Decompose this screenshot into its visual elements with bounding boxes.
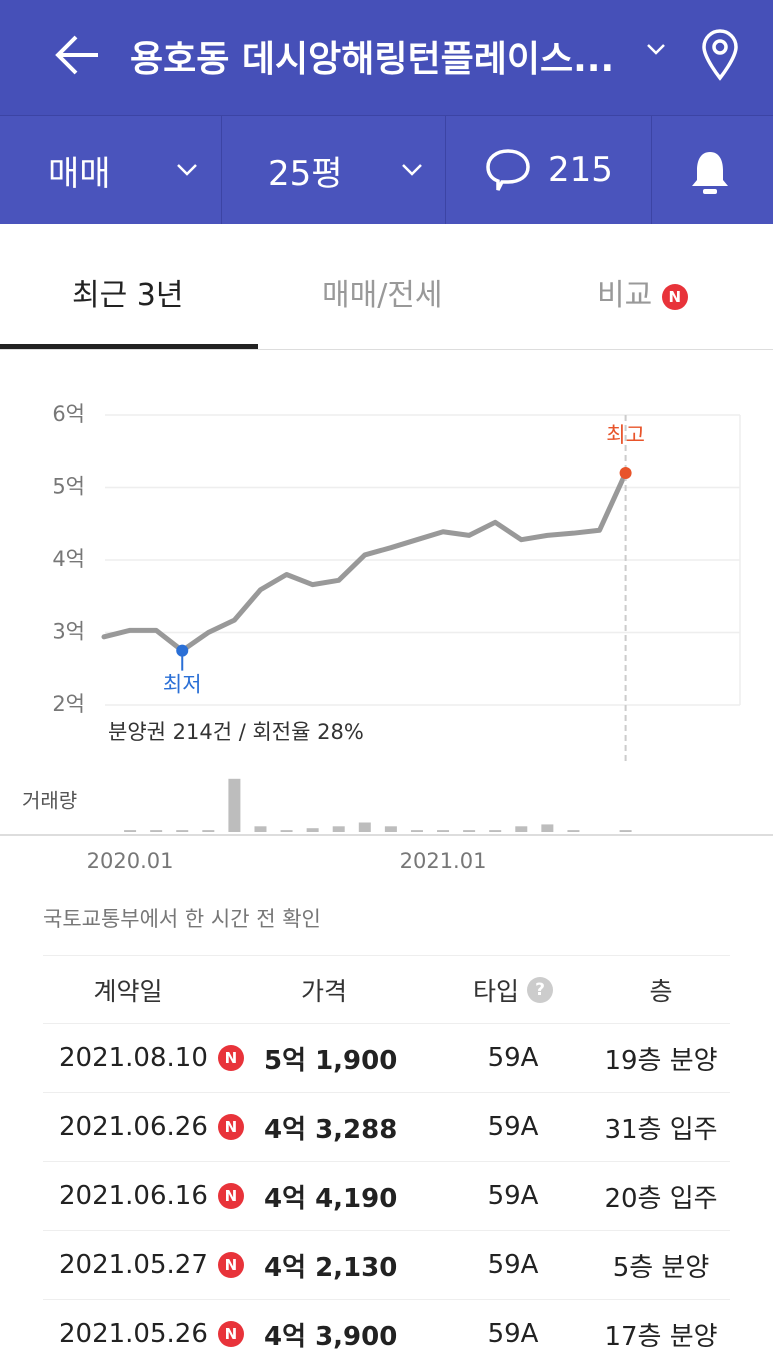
price-line bbox=[101, 470, 629, 654]
cell: 5층 분양 bbox=[612, 1252, 710, 1283]
summary: 분양권 214건 / 회전율 28% bbox=[108, 720, 364, 744]
new-badge: N bbox=[217, 1252, 244, 1278]
cell: 2021.06.26 N bbox=[59, 1093, 244, 1161]
cell: 59A bbox=[487, 1250, 539, 1280]
deal-type-filter[interactable]: 매매 bbox=[0, 116, 222, 224]
table-row: 2021.05.26 N 4억 3,900 59A 17층 분양 bbox=[43, 1299, 730, 1368]
volume-bar bbox=[410, 830, 423, 832]
volume-bar bbox=[306, 828, 319, 832]
cell: 59A bbox=[487, 1043, 539, 1073]
dropdown[interactable] bbox=[645, 42, 667, 58]
low-label: 최저 bbox=[163, 673, 202, 697]
cell: 2021.05.26 N bbox=[59, 1300, 244, 1368]
cell: 4억 4,190 bbox=[264, 1183, 398, 1214]
cell: 19층 분양 bbox=[604, 1045, 718, 1076]
y-tick-label: 4억 bbox=[52, 547, 85, 571]
volume-bar bbox=[280, 830, 293, 832]
volume-bar bbox=[437, 830, 450, 832]
volume-bar bbox=[228, 778, 241, 832]
cell: 4억 2,130 bbox=[264, 1252, 398, 1283]
cell: 59A bbox=[487, 1181, 539, 1211]
cell: 5억 1,900 bbox=[264, 1045, 398, 1076]
volume-bar bbox=[619, 830, 632, 832]
volume-bar bbox=[176, 830, 189, 832]
volume-bar bbox=[463, 830, 476, 832]
y-tick-label: 6억 bbox=[52, 402, 85, 426]
y-tick-label: 3억 bbox=[52, 620, 85, 644]
table-row: 2021.08.10 N 5억 1,900 59A 19층 분양 bbox=[43, 1023, 730, 1092]
table-row: 2021.06.16 N 4억 4,190 59A 20층 입주 bbox=[43, 1161, 730, 1230]
new-badge: N bbox=[217, 1321, 244, 1347]
volume-bar bbox=[541, 824, 554, 832]
tab-label: 비교 bbox=[597, 278, 653, 313]
header-cell: 계약일 bbox=[93, 977, 163, 1006]
cell: 20층 입주 bbox=[604, 1183, 718, 1214]
cell: 2021.06.16 N bbox=[59, 1162, 244, 1230]
table-row: 2021.05.27 N 4억 2,130 59A 5층 분양 bbox=[43, 1230, 730, 1299]
cell: 59A bbox=[487, 1319, 539, 1349]
volume-bar bbox=[254, 826, 267, 832]
location-icon[interactable] bbox=[700, 28, 740, 82]
cell: 4억 3,900 bbox=[264, 1321, 398, 1352]
volume-bar bbox=[515, 826, 528, 832]
app-bar: 용호동 데시앙해링턴플레이스... bbox=[0, 0, 773, 115]
size-filter[interactable]: 25평 bbox=[222, 116, 446, 224]
volume-bar bbox=[124, 830, 137, 832]
comments-button[interactable]: 215 bbox=[446, 116, 652, 224]
tab[interactable]: 최근 3년 bbox=[72, 278, 184, 313]
table-row: 2021.06.26 N 4억 3,288 59A 31층 입주 bbox=[43, 1092, 730, 1161]
tab-divider bbox=[0, 349, 773, 350]
x-tick-label: 2021.01 bbox=[400, 849, 487, 873]
low-marker bbox=[176, 644, 189, 657]
cell: 2021.08.10 N bbox=[59, 1024, 244, 1092]
header-cell: 층 bbox=[649, 977, 673, 1006]
cell: 4억 3,288 bbox=[264, 1114, 398, 1145]
tab[interactable]: 매매/전세 bbox=[322, 278, 443, 313]
volume-bar bbox=[384, 826, 397, 832]
volume-bar bbox=[202, 830, 215, 832]
cell: 2021.05.27 N bbox=[59, 1231, 244, 1299]
high-marker bbox=[619, 467, 632, 479]
new-badge: N bbox=[217, 1114, 244, 1140]
back-button[interactable] bbox=[52, 33, 102, 77]
volume-bar bbox=[567, 830, 580, 832]
new-badge: N bbox=[661, 283, 688, 310]
cell: 17층 분양 bbox=[604, 1321, 718, 1352]
size: 25평 bbox=[268, 153, 343, 194]
source-note: 국토교통부에서 한 시간 전 확인 bbox=[43, 907, 321, 931]
x-tick-label: 2020.01 bbox=[87, 849, 174, 873]
filter-bar: 매매 25평 215 bbox=[0, 115, 773, 224]
high-label: 최고 bbox=[606, 423, 645, 447]
deal-type: 매매 bbox=[48, 153, 111, 194]
table-header: 계약일 가격 타입? 층 bbox=[43, 955, 730, 1024]
volume-bar bbox=[358, 822, 371, 832]
volume-label: 거래량 bbox=[22, 789, 77, 813]
y-tick-label: 5억 bbox=[52, 475, 85, 499]
y-tick-label: 2억 bbox=[52, 692, 85, 716]
bell-icon[interactable] bbox=[688, 148, 732, 196]
tab[interactable]: 비교 N bbox=[597, 270, 688, 314]
cell: 59A bbox=[487, 1112, 539, 1142]
header-cell: 가격 bbox=[300, 977, 347, 1006]
header-cell: 타입? bbox=[443, 956, 583, 1024]
volume-bar bbox=[150, 830, 163, 832]
cell: 31층 입주 bbox=[604, 1114, 718, 1145]
active-tab-indicator bbox=[0, 344, 258, 349]
volume-bar bbox=[332, 826, 345, 832]
title: 용호동 데시앙해링턴플레이스... bbox=[130, 39, 615, 80]
comment-count: 215 bbox=[548, 150, 613, 190]
new-badge: N bbox=[217, 1045, 244, 1071]
volume-bar bbox=[489, 830, 502, 832]
help-icon: ? bbox=[527, 977, 553, 1003]
new-badge: N bbox=[217, 1183, 244, 1209]
